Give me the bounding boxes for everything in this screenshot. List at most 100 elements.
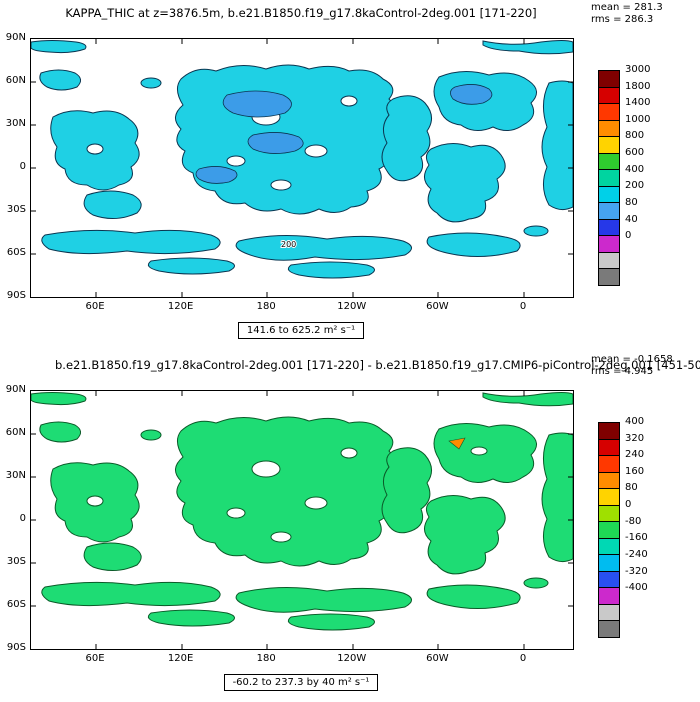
axis-tick-label: 90S [6,642,26,653]
axis-tick-label: 0 [519,653,527,664]
colorbar-tick-label: 240 [625,449,645,461]
range-caption: 141.6 to 625.2 m² s⁻¹ [237,322,365,339]
axis-tick-label: 0 [19,513,26,524]
colorbar-box [599,489,619,506]
colorbar-box [599,186,619,204]
world-map-kappa: 200 [31,39,573,297]
mean-value: mean = -0.1658 [591,354,673,365]
colorbar-box [599,522,619,539]
colorbar-tick-label: 160 [625,465,645,477]
colorbar-tick-label: 80 [625,196,638,208]
colorbar-tick-label: 0 [625,230,632,242]
colorbar-tick-label: 400 [625,163,645,175]
colorbar-labels: 400 320 240 160 80 0 -80 -160 -240 -320 -400 [625,416,669,648]
axis-tick-label: 120W [337,653,367,664]
colorbar [598,70,620,286]
colorbar-tick-label: 40 [625,213,638,225]
axis-tick-label: 0 [19,161,26,172]
panel-title: KAPPA_THIC at z=3876.5m, b.e21.B1850.f19… [65,6,537,20]
colorbar-box [599,170,619,187]
colorbar-tick-label: -240 [625,548,648,560]
axis-tick-label: 90S [6,290,26,301]
axis-tick-label: 60E [85,301,105,312]
anomaly-speck [448,437,466,450]
colorbar-box [599,236,619,253]
axis-tick-label: 30N [5,118,26,129]
colorbar-box [599,104,619,121]
range-caption-wrap: 141.6 to 625.2 m² s⁻¹ [30,318,572,339]
axis-tick-label: 120W [337,301,367,312]
colorbar-box [599,538,619,556]
latitude-axis: 90N 60N 30N 0 30S 60S 90S [0,384,26,660]
colorbar-box [599,153,619,171]
longitude-axis: 60E 120E 180 120W 60W 0 [70,301,550,315]
range-caption: -60.2 to 237.3 by 40 m² s⁻¹ [223,674,379,691]
axis-tick-label: 60N [5,75,26,86]
colorbar-tick-label: 3000 [625,64,651,75]
axis-tick-label: 90N [5,32,26,43]
colorbar-box [599,571,619,589]
map-frame: 200 [30,38,574,298]
colorbar-box [599,269,619,285]
longitude-axis: 60E 120E 180 120W 60W 0 [70,653,550,667]
panel-kappa-map: KAPPA_THIC at z=3876.5m, b.e21.B1850.f19… [0,0,700,350]
colorbar-box [599,87,619,105]
world-map-difference [31,391,573,649]
axis-tick-label: 0 [519,301,527,312]
range-caption-wrap: -60.2 to 237.3 by 40 m² s⁻¹ [30,670,572,691]
stats-block: mean = 281.3 rms = 286.3 [591,2,663,26]
axis-tick-label: 180 [256,653,276,664]
mean-value: mean = 281.3 [591,2,663,13]
colorbar-tick-label: -320 [625,565,648,577]
panel-difference-map: b.e21.B1850.f19_g17.8kaControl-2deg.001 … [0,352,700,702]
colorbar-tick-label: 800 [625,130,645,142]
stats-block: mean = -0.1658 rms = 4.945 [591,354,673,378]
axis-tick-label: 30S [6,204,26,215]
axis-tick-label: 30N [5,470,26,481]
colorbar-box [599,423,619,440]
colorbar-box [599,604,619,622]
axis-tick-label: 60S [6,247,26,258]
axis-tick-label: 120E [167,653,194,664]
axis-tick-label: 120E [167,301,194,312]
colorbar-tick-label: 1800 [625,80,651,92]
colorbar-box [599,439,619,457]
axis-tick-label: 90N [5,384,26,395]
axis-tick-label: 60E [85,653,105,664]
colorbar-box [599,472,619,490]
colorbar-tick-label: 200 [625,180,645,192]
axis-tick-label: 30S [6,556,26,567]
latitude-axis: 90N 60N 30N 0 30S 60S 90S [0,32,26,308]
rms-value: rms = 286.3 [591,14,654,25]
axis-tick-label: 60S [6,599,26,610]
colorbar-tick-label: 600 [625,147,645,159]
colorbar-tick-label: 1400 [625,97,651,109]
shade-patches [195,84,493,184]
colorbar-tick-label: 320 [625,432,645,444]
colorbar-box [599,555,619,572]
axis-tick-label: 60W [426,653,449,664]
colorbar-tick-label: -80 [625,515,642,527]
colorbar-tick-label: -400 [625,582,648,594]
colorbar-box [599,456,619,473]
colorbar-tick-label: -160 [625,532,648,544]
colorbar-tick-label: 1000 [625,113,651,125]
colorbar-box [599,252,619,270]
colorbar-box [599,120,619,138]
colorbar-tick-label: 400 [625,416,645,427]
colorbar-box [599,621,619,637]
colorbar-box [599,137,619,154]
colorbar-labels: 3000 1800 1400 1000 800 600 400 200 80 40 0 [625,64,669,296]
map-frame [30,390,574,650]
colorbar-tick-label: 0 [625,499,632,511]
colorbar-box [599,71,619,88]
axis-tick-label: 60N [5,427,26,438]
colorbar-box [599,203,619,220]
panel-title: b.e21.B1850.f19_g17.8kaControl-2deg.001 … [55,358,700,372]
axis-tick-label: 60W [426,301,449,312]
colorbar-box [599,588,619,605]
contour-label: 200 [281,240,296,249]
colorbar-box [599,505,619,523]
colorbar-box [599,219,619,237]
axis-tick-label: 180 [256,301,276,312]
